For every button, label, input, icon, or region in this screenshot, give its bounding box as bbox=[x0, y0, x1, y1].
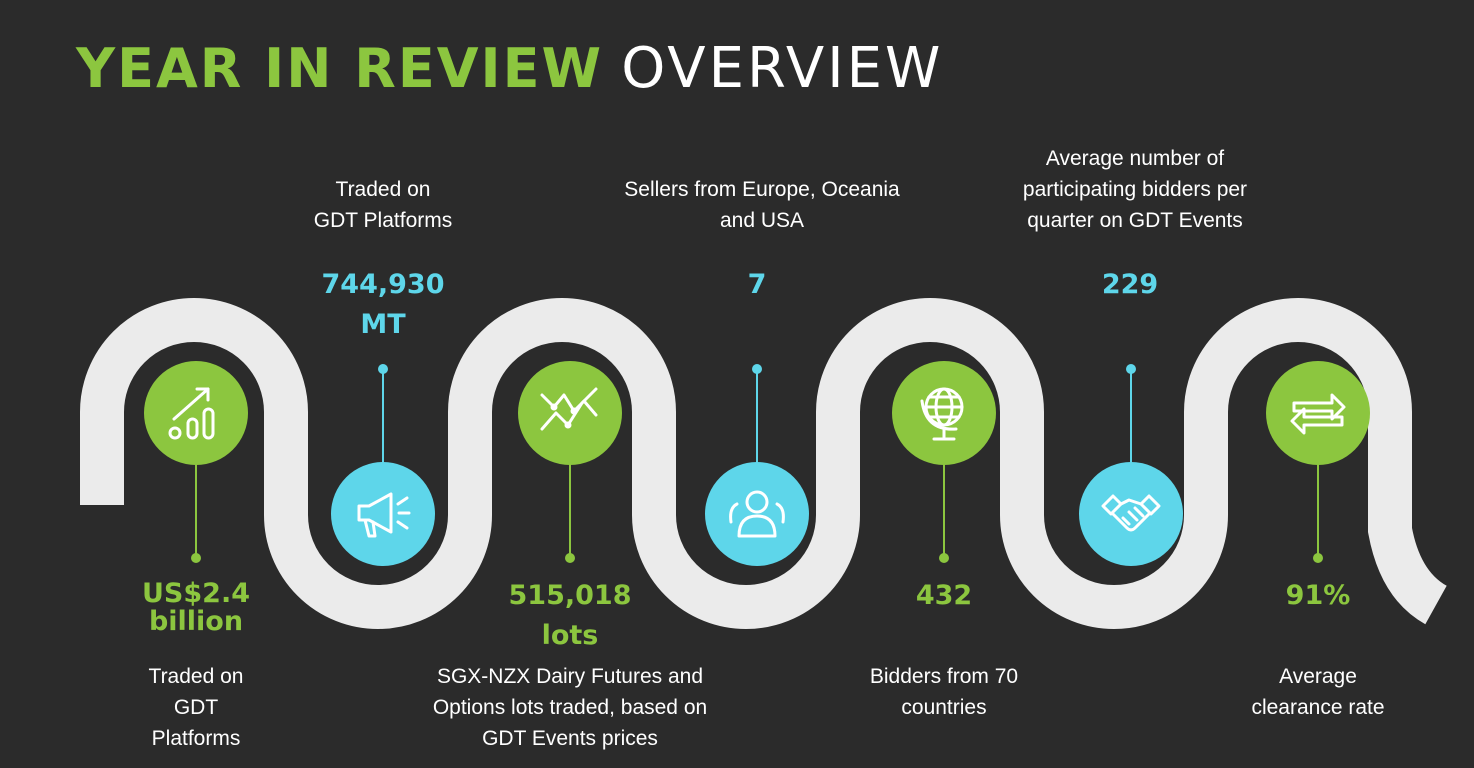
connector-line bbox=[943, 464, 945, 558]
stat-desc-2: Traded on GDT Platforms bbox=[243, 174, 523, 236]
stat-value-2: 744,930 MT bbox=[283, 265, 483, 345]
connector-line bbox=[382, 369, 384, 464]
connector-dot bbox=[565, 553, 575, 563]
stat-desc-line: GDT bbox=[173, 696, 219, 719]
stat-value-line: 91% bbox=[1285, 580, 1351, 611]
connector-line bbox=[569, 464, 571, 558]
stat-desc-5: Bidders from 70 countries bbox=[814, 661, 1074, 723]
stat-value-line: billion bbox=[148, 606, 244, 637]
stat-desc-1: Traded on GDT Platforms bbox=[96, 661, 296, 754]
connector-dot bbox=[378, 364, 388, 374]
stat-desc-7: Average clearance rate bbox=[1218, 661, 1418, 723]
trend-lines-icon bbox=[518, 361, 622, 465]
stat-desc-line: SGX-NZX Dairy Futures and bbox=[436, 665, 704, 688]
stat-desc-4: Sellers from Europe, Oceania and USA bbox=[582, 174, 942, 236]
connector-line bbox=[1317, 464, 1319, 558]
stat-desc-line: Average number of bbox=[1045, 147, 1225, 170]
stat-desc-line: GDT Events prices bbox=[482, 727, 658, 750]
connector-line bbox=[756, 369, 758, 464]
globe-icon bbox=[892, 361, 996, 465]
stat-value-line: MT bbox=[360, 309, 406, 340]
connector-dot bbox=[1313, 553, 1323, 563]
people-icon bbox=[705, 462, 809, 566]
stat-desc-line: Sellers from Europe, Oceania bbox=[624, 178, 900, 201]
stat-desc-6: Average number of participating bidders … bbox=[970, 143, 1300, 236]
stat-value-3: 515,018 lots bbox=[470, 576, 670, 656]
connector-line bbox=[1130, 369, 1132, 464]
stat-desc-line: countries bbox=[901, 696, 987, 719]
stat-value-6: 229 bbox=[1030, 265, 1230, 305]
handshake-icon bbox=[1079, 462, 1183, 566]
stat-value-7: 91% bbox=[1218, 576, 1418, 616]
page-title: YEAR IN REVIEW OVERVIEW bbox=[76, 36, 943, 101]
exchange-arrows-icon bbox=[1266, 361, 1370, 465]
stat-desc-line: Traded on bbox=[335, 178, 431, 201]
stat-value-line: 229 bbox=[1101, 269, 1159, 300]
stat-value-line: 7 bbox=[747, 269, 767, 300]
stat-value-line: US$2.4 bbox=[142, 578, 250, 609]
stat-desc-line: Bidders from 70 bbox=[869, 665, 1019, 688]
stat-desc-line: Traded on bbox=[148, 665, 244, 688]
connector-dot bbox=[939, 553, 949, 563]
connector-dot bbox=[1126, 364, 1136, 374]
stat-desc-line: clearance rate bbox=[1251, 696, 1385, 719]
connector-dot bbox=[191, 553, 201, 563]
stat-desc-line: and USA bbox=[719, 209, 805, 232]
stat-value-1: US$2.4 billion bbox=[96, 574, 296, 642]
stat-desc-line: quarter on GDT Events bbox=[1027, 209, 1243, 232]
stat-value-line: 515,018 bbox=[508, 580, 632, 611]
stat-value-line: 432 bbox=[915, 580, 973, 611]
stat-desc-3: SGX-NZX Dairy Futures and Options lots t… bbox=[385, 661, 755, 754]
connector-dot bbox=[752, 364, 762, 374]
stat-value-line: 744,930 bbox=[321, 269, 445, 300]
stat-value-4: 7 bbox=[657, 265, 857, 305]
stat-desc-line: participating bidders per bbox=[1022, 178, 1248, 201]
title-bold: YEAR IN REVIEW bbox=[76, 37, 604, 100]
stat-desc-line: Platforms bbox=[151, 727, 241, 750]
stat-desc-line: Options lots traded, based on bbox=[432, 696, 708, 719]
stat-desc-line: Average bbox=[1279, 665, 1357, 688]
stat-value-5: 432 bbox=[844, 576, 1044, 616]
growth-chart-icon bbox=[144, 361, 248, 465]
title-light: OVERVIEW bbox=[621, 36, 944, 101]
stat-desc-line: GDT Platforms bbox=[313, 209, 453, 232]
stat-value-line: lots bbox=[541, 620, 599, 651]
connector-line bbox=[195, 464, 197, 558]
megaphone-icon bbox=[331, 462, 435, 566]
